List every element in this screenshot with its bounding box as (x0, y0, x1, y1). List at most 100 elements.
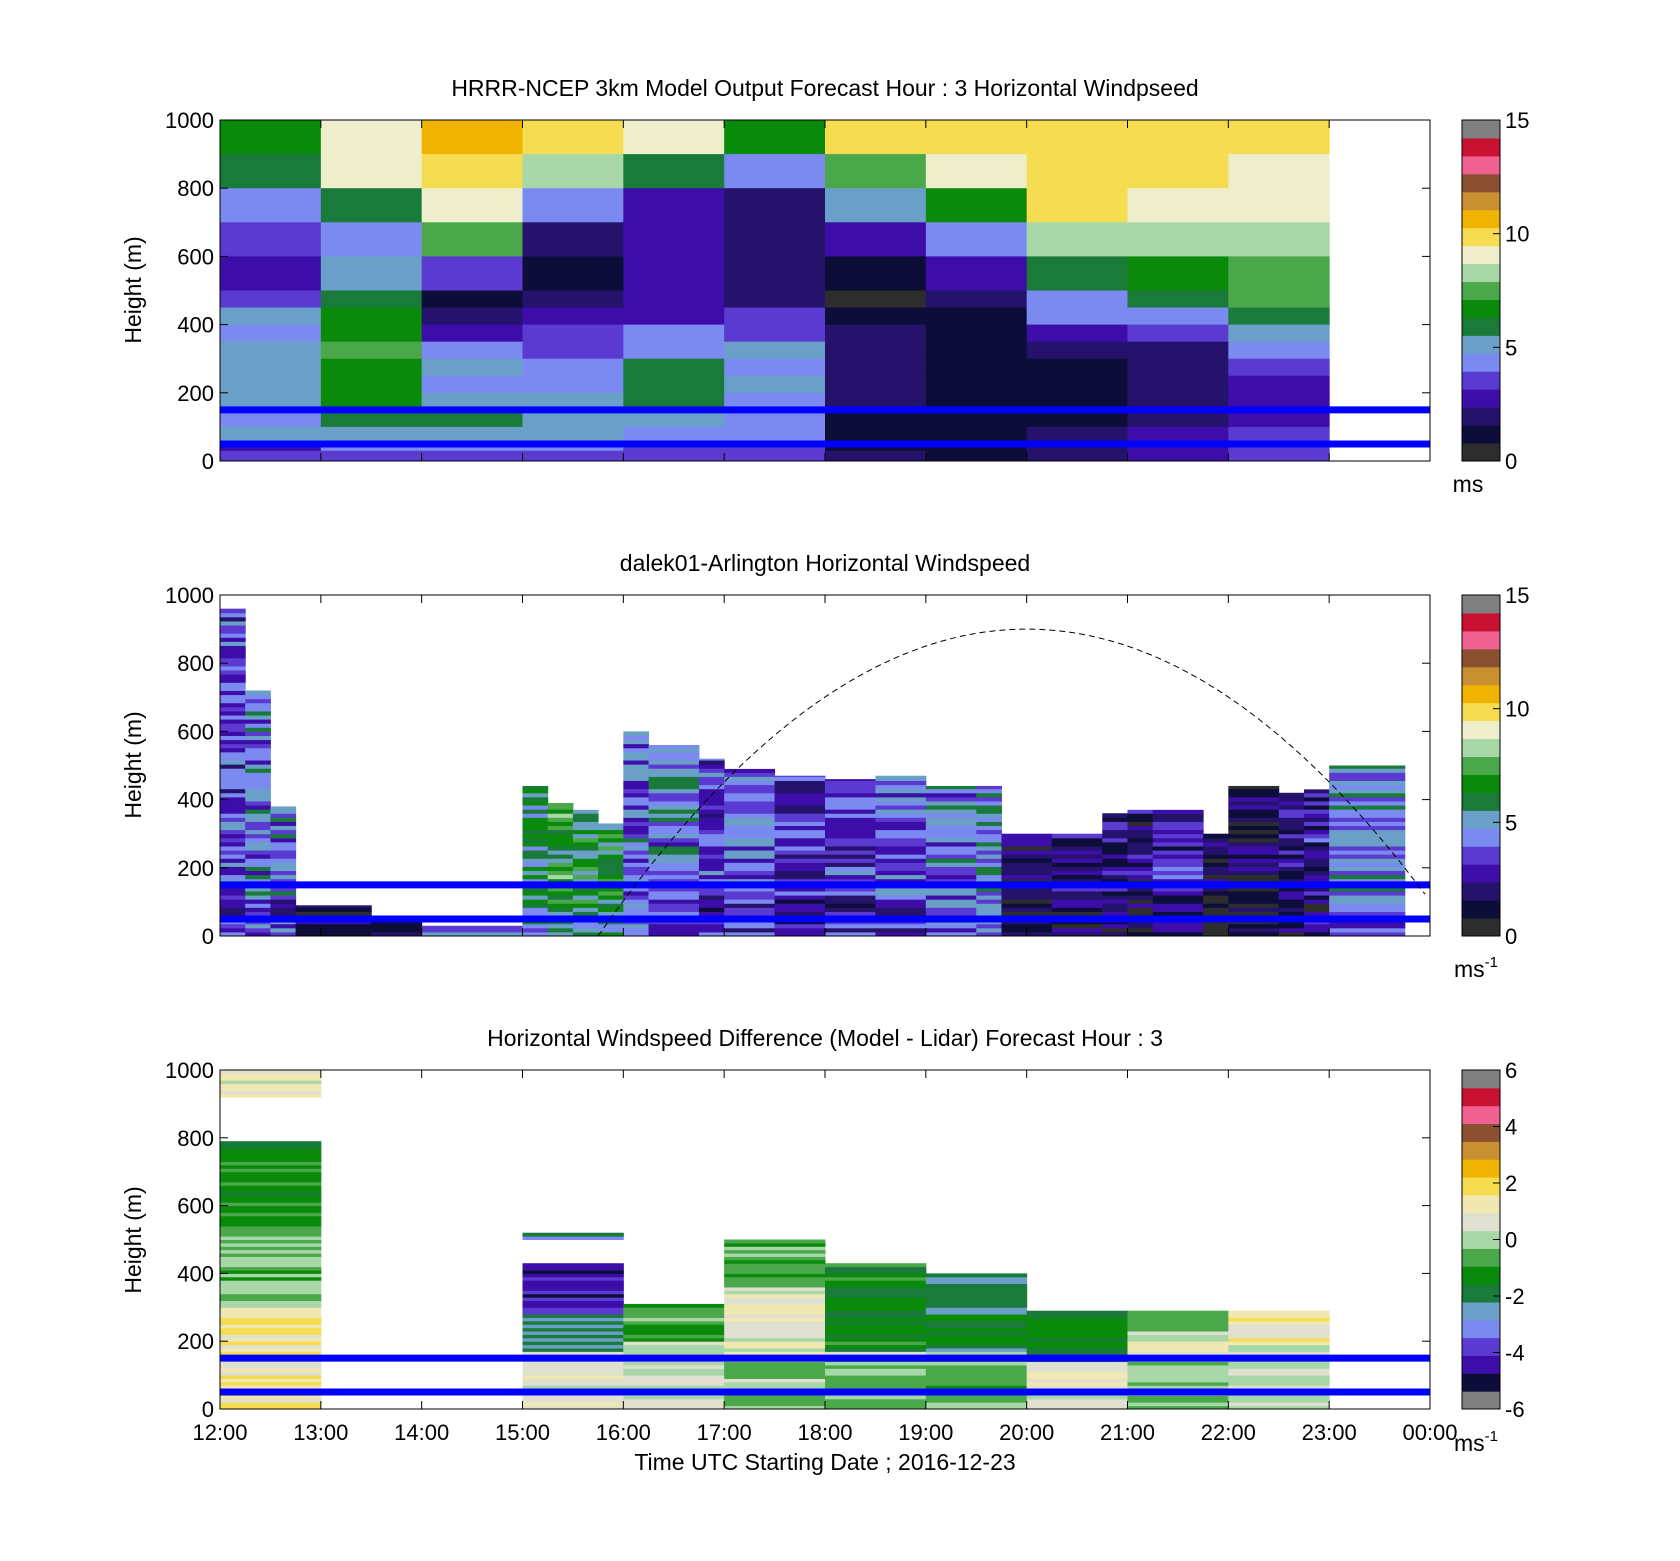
lidar-cell (245, 715, 271, 720)
lidar-cell (1278, 792, 1305, 798)
lidar-cell (1152, 890, 1204, 896)
lidar-cell (623, 895, 650, 900)
difference-cell (724, 1297, 826, 1302)
model-cell (1228, 154, 1330, 189)
lidar-cell (1303, 923, 1330, 929)
colorbar-swatch (1462, 191, 1500, 211)
difference-cell (1026, 1334, 1128, 1339)
lidar-cell (875, 931, 927, 936)
lidar-cell (1127, 825, 1154, 831)
lidar-cell (270, 862, 297, 867)
difference-cell (220, 1266, 322, 1271)
difference-cell (220, 1208, 322, 1213)
difference-cell (1026, 1405, 1128, 1409)
lidar-cell (925, 895, 977, 900)
model-cell (724, 341, 826, 360)
colorbar-swatch (1462, 137, 1500, 157)
lidar-cell (220, 927, 246, 933)
difference-cell (925, 1375, 1028, 1379)
lidar-cell (825, 850, 876, 855)
x-tick-label: 13:00 (293, 1420, 348, 1445)
lidar-cell (1278, 813, 1305, 818)
lidar-cell (825, 858, 876, 863)
lidar-cell (698, 825, 725, 831)
lidar-cell (623, 907, 650, 912)
lidar-cell (245, 698, 271, 704)
model-cell (320, 426, 423, 442)
lidar-cell (724, 776, 776, 782)
model-cell (1228, 358, 1330, 377)
difference-cell (1228, 1341, 1330, 1346)
lidar-cell (1329, 841, 1406, 847)
lidar-cell (1303, 866, 1330, 872)
lidar-cell (774, 788, 826, 794)
model-cell (220, 290, 322, 309)
lidar-cell (270, 907, 297, 912)
lidar-cell (1102, 862, 1128, 867)
lidar-cell (724, 817, 776, 822)
lidar-cell (724, 878, 776, 884)
lidar-cell (825, 862, 876, 867)
lidar-cell (925, 817, 977, 822)
difference-cell (1026, 1324, 1128, 1329)
difference-cell (724, 1368, 826, 1373)
lidar-cell (698, 858, 725, 863)
lidar-cell (925, 927, 977, 933)
colorbar-swatch (1462, 882, 1500, 901)
y-tick-label: 800 (177, 1126, 214, 1151)
lidar-cell (547, 911, 574, 917)
lidar-cell (774, 911, 826, 917)
lidar-cell (572, 845, 599, 851)
lidar-cell (1102, 923, 1128, 929)
lidar-cell (1228, 858, 1280, 863)
lidar-cell (1152, 854, 1204, 859)
lidar-cell (270, 923, 297, 929)
lidar-cell (623, 800, 650, 806)
difference-cell (220, 1337, 322, 1342)
lidar-cell (925, 845, 977, 851)
lidar-cell (623, 764, 650, 769)
lidar-cell (245, 899, 271, 904)
lidar-cell (698, 899, 725, 904)
difference-cell (220, 1229, 322, 1234)
lidar-cell (1329, 927, 1406, 933)
lidar-cell (623, 837, 650, 843)
colorbar-swatch (1462, 864, 1500, 883)
lidar-cell (1203, 845, 1229, 851)
lidar-cell (875, 911, 927, 917)
lidar-cell (774, 907, 826, 912)
lidar-cell (598, 927, 624, 933)
lidar-cell (1127, 833, 1154, 839)
lidar-cell (623, 845, 650, 851)
lidar-cell (1152, 829, 1204, 835)
model-cell (220, 324, 322, 343)
lidar-cell (245, 903, 271, 908)
difference-cell (724, 1310, 826, 1315)
lidar-cell (875, 890, 927, 896)
lidar-cell (270, 813, 297, 818)
lidar-cell (648, 850, 700, 855)
lidar-cell (572, 858, 599, 863)
lidar-cell (572, 886, 599, 892)
lidar-cell (270, 825, 297, 831)
lidar-cell (1303, 858, 1330, 863)
lidar-cell (976, 829, 1002, 835)
difference-cell (1228, 1402, 1330, 1407)
x-tick-label: 23:00 (1302, 1420, 1357, 1445)
lidar-cell (245, 854, 271, 859)
lidar-cell (1102, 829, 1128, 835)
difference-colorbar-unit: ms-1 (1454, 1428, 1498, 1456)
lidar-cell (825, 870, 876, 876)
difference-cell (522, 1314, 624, 1318)
model-cell (320, 392, 423, 411)
lidar-cell (245, 764, 271, 769)
lidar-cell (1303, 789, 1330, 794)
difference-cell (522, 1320, 624, 1325)
lidar-cell (623, 784, 650, 790)
difference-cell (220, 1185, 322, 1190)
model-cell (522, 341, 624, 360)
model-cell (421, 450, 523, 461)
lidar-cell (572, 878, 599, 884)
difference-panel: Horizontal Windspeed Difference (Model -… (120, 1025, 1525, 1475)
model-cell (220, 154, 322, 189)
